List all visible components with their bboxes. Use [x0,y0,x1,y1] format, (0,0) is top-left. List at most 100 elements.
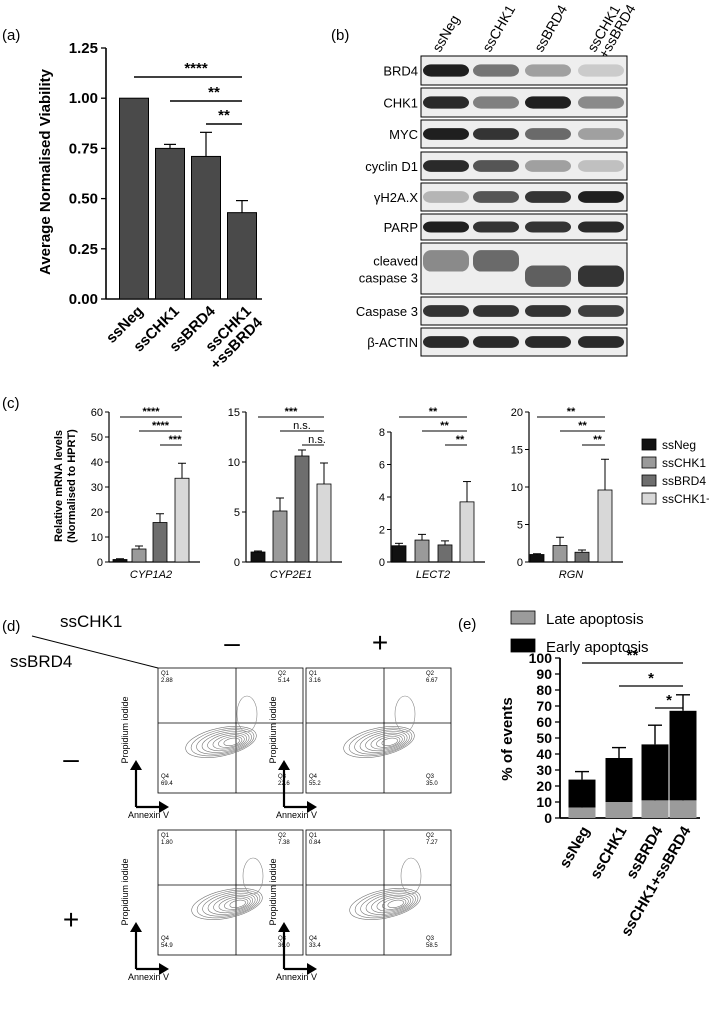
significance-label: ** [440,420,449,432]
bar-late [641,800,669,818]
significance-label: ** [456,434,465,446]
contour-line [201,731,250,753]
blot-row-label: β-ACTIN [367,335,418,350]
contour-line [218,896,251,912]
significance-label: **** [142,406,160,418]
quadrant-value: 35.0 [426,781,438,787]
panel-label-b: (b) [331,27,349,44]
contour-line [202,891,258,917]
bar [174,477,190,563]
blot-row-label: MYC [389,127,418,142]
bar [294,455,310,563]
bar [552,545,568,563]
y-tick-label: 4 [379,492,385,504]
y-tick-label: 10 [228,457,240,469]
blot-band [423,96,469,109]
legend-swatch [641,456,657,469]
column-header: ssCHK1 [60,612,122,631]
quadrant-name: Q1 [161,671,170,677]
contour-line [224,898,249,910]
bar-early [669,710,697,801]
quadrant-value: 7.38 [278,840,290,846]
y-tick-label: 0.00 [69,291,98,308]
blot-row-label-line: caspase 3 [359,271,418,286]
blot-row-label: cyclin D1 [365,159,418,174]
plus-sign: + [63,904,79,935]
contour-line [359,731,408,753]
quadrant-value: 69.4 [161,781,173,787]
blot-band [578,265,624,287]
blot-band [423,336,469,348]
significance-label: * [648,670,654,687]
minus-sign: – [224,627,240,658]
lane-label-line: ssBRD4 [531,2,571,55]
y-tick-label: 10 [536,794,552,810]
blot-band [525,96,571,109]
y-tick-label: 30 [91,482,103,494]
significance-label: * [666,692,672,709]
quadrant-value: 5.14 [278,678,290,684]
y-arrow-head [278,922,290,932]
bar [131,548,147,563]
blot-band [423,305,469,317]
gene-label: CYP2E1 [270,569,312,581]
blot-row-label-line: cleaved [373,254,418,269]
y-axis-label: Propidium iodide [268,858,278,925]
contour-line [218,736,243,748]
y-tick-label: 10 [511,482,523,494]
plot-frame [157,667,304,794]
y-tick-label: 0.75 [69,140,98,157]
contour-line [185,726,257,758]
y-tick-label: 100 [529,650,553,666]
blot-row-label-line: CHK1 [383,96,418,111]
panel-b: (b) ssNeg ssCHK1 ssBRD4 ssCHK1+ssBRD4 BRD4 CH… [331,1,639,357]
blot-row-label: PARP [384,220,418,235]
y-tick-label: 0.25 [69,241,98,258]
blot-band [423,128,469,140]
blot-band [525,128,571,140]
y-tick-label: 0 [517,557,523,569]
blot-band [423,191,469,203]
quadrant-name: Q3 [278,936,287,942]
blot-band [578,336,624,348]
blot-band [473,64,519,77]
y-tick-label: 50 [91,432,103,444]
y-tick-label: 80 [536,682,552,698]
row-header: ssBRD4 [10,652,72,671]
contour-line [207,732,248,752]
x-axis-label: Annexin V [128,810,169,820]
contour-line [236,695,258,733]
panel-label-c: (c) [2,395,20,412]
quadrant-value: 1.80 [161,840,173,846]
blot-row-label: Caspase 3 [356,304,418,319]
y-tick-label: 0.50 [69,191,98,208]
bar [391,545,407,563]
significance-label: **** [184,60,208,77]
contour-line [343,726,415,758]
gene-label: RGN [559,569,584,581]
blot-band [423,160,469,172]
blot-band [525,336,571,348]
blot-band [423,64,469,77]
contour-line [207,893,256,915]
blot-band [473,191,519,203]
y-tick-label: 1.25 [69,40,98,57]
header-divider [31,635,159,669]
significance-label: ** [578,420,587,432]
blot-row-label-line: Caspase 3 [356,304,418,319]
bar [227,212,257,300]
blot-band [473,128,519,140]
contour-line [382,898,407,910]
x-axis-label: Annexin V [276,972,317,982]
contour-line [360,891,416,917]
significance-label: **** [152,420,170,432]
x-axis-label: Annexin V [276,810,317,820]
bar [316,483,332,563]
contour-line [229,899,246,908]
quadrant-value: 55.2 [309,781,321,787]
contour-line [196,729,252,755]
